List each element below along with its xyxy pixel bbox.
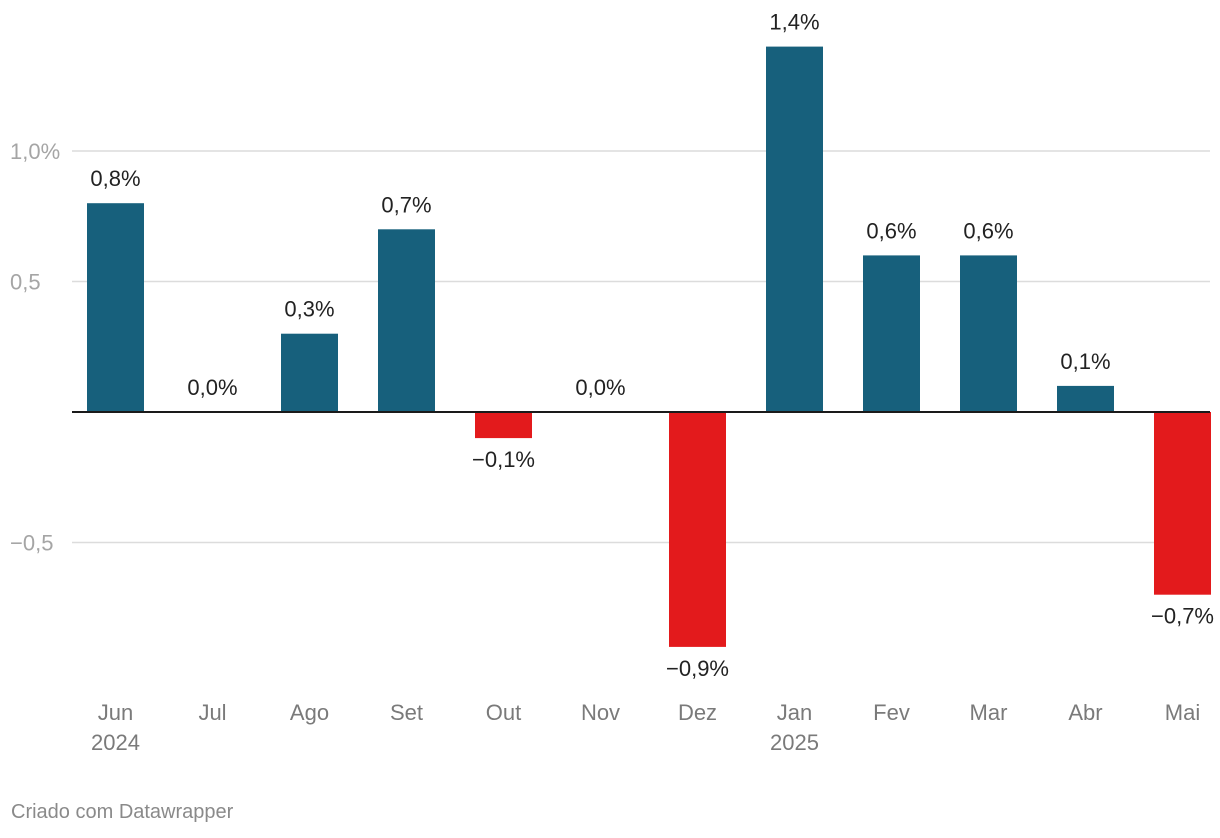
data-label: 0,7% (381, 192, 431, 217)
x-tick-label: Out (486, 700, 521, 725)
bar-chart: 1,0% 0,5 −0,5 0,8% 0,0% 0,3% 0,7% −0,1% 0,0% −0,… (10, 10, 1214, 755)
y-tick-label: 0,5 (10, 270, 41, 295)
bar (1057, 385, 1114, 412)
bar (378, 229, 435, 412)
bar (863, 255, 920, 412)
x-axis-ticks: Jun 2024 Jul Ago Set Out Nov Dez Jan 2025 Fev Mar Ab… (91, 700, 1200, 755)
data-label: 1,4% (769, 10, 819, 35)
x-tick-label: Fev (873, 700, 910, 725)
x-tick-label: Jun (98, 700, 133, 725)
y-tick-label: 1,0% (10, 139, 60, 164)
bar (87, 203, 144, 412)
y-axis-ticks: 1,0% 0,5 −0,5 (10, 139, 60, 556)
bar (475, 412, 532, 439)
data-label: 0,1% (1060, 349, 1110, 374)
data-label: 0,3% (284, 297, 334, 322)
x-tick-label: Jan (777, 700, 812, 725)
gridlines (72, 150, 1210, 544)
credit-text: Criado com Datawrapper (11, 801, 234, 823)
data-label: 0,6% (963, 218, 1013, 243)
bar (669, 412, 726, 647)
x-tick-year-label: 2024 (91, 730, 140, 755)
bar (766, 46, 823, 412)
data-label: −0,9% (666, 656, 729, 681)
data-label: 0,8% (90, 166, 140, 191)
data-label: −0,7% (1151, 604, 1214, 629)
bar (1154, 412, 1211, 595)
x-tick-label: Abr (1068, 700, 1102, 725)
data-label: 0,0% (187, 375, 237, 400)
bars (87, 46, 1211, 647)
data-label: 0,6% (866, 218, 916, 243)
x-tick-year-label: 2025 (770, 730, 819, 755)
y-tick-label: −0,5 (10, 531, 53, 556)
data-label: −0,1% (472, 447, 535, 472)
x-tick-label: Mai (1165, 700, 1200, 725)
x-tick-label: Mar (970, 700, 1008, 725)
bar (281, 333, 338, 412)
x-tick-label: Set (390, 700, 423, 725)
x-tick-label: Jul (198, 700, 226, 725)
data-labels: 0,8% 0,0% 0,3% 0,7% −0,1% 0,0% −0,9% 1,4% 0,6% 0,… (90, 10, 1214, 681)
x-tick-label: Ago (290, 700, 329, 725)
x-tick-label: Dez (678, 700, 717, 725)
x-tick-label: Nov (581, 700, 620, 725)
bar (960, 255, 1017, 412)
data-label: 0,0% (575, 375, 625, 400)
